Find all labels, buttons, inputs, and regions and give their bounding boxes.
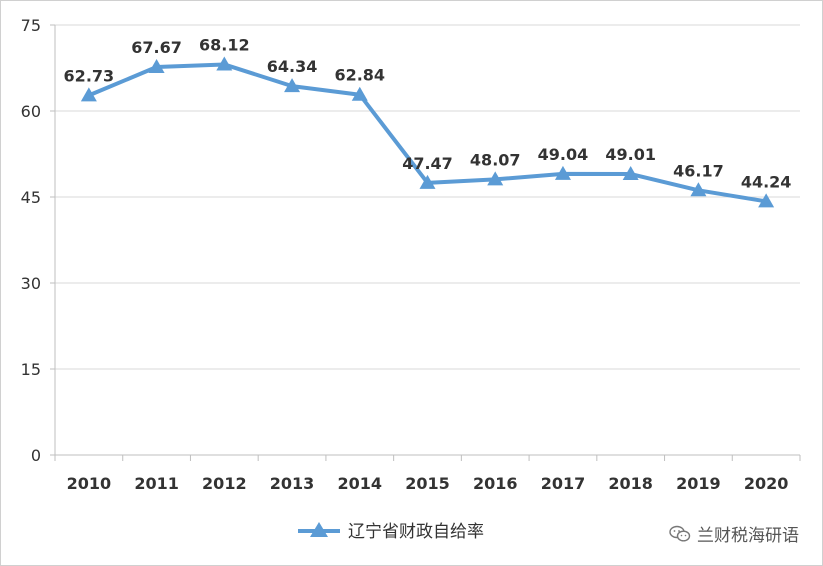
y-tick-label: 15: [21, 360, 41, 379]
legend-label: 辽宁省财政自给率: [348, 522, 484, 542]
x-tick-label: 2013: [270, 474, 315, 493]
legend-marker-icon: [310, 522, 328, 537]
data-point-marker: [80, 87, 97, 102]
axes: 0 15 30 45 60 75 2010 2011 2012 2013 2014 2015 2016 2…: [21, 16, 801, 493]
wechat-icon: [669, 525, 691, 542]
y-tick-label: 30: [21, 274, 41, 293]
y-tick-label: 75: [21, 16, 41, 35]
x-tick-label: 2018: [608, 474, 653, 493]
x-tick-label: 2014: [338, 474, 383, 493]
data-label: 62.73: [64, 66, 115, 85]
x-tick-label: 2012: [202, 474, 247, 493]
data-point-marker: [554, 165, 571, 180]
data-point-marker: [419, 174, 436, 189]
watermark: 兰财税海研语: [669, 521, 799, 546]
data-point-marker: [622, 166, 639, 181]
data-point-marker: [148, 59, 165, 74]
x-tick-label: 2017: [541, 474, 586, 493]
x-tick-label: 2019: [676, 474, 721, 493]
x-tick-label: 2016: [473, 474, 518, 493]
x-tick-label: 2011: [134, 474, 179, 493]
data-point-marker: [216, 56, 233, 71]
data-label: 48.07: [470, 150, 521, 169]
legend: 辽宁省财政自给率: [298, 522, 484, 542]
data-label: 68.12: [199, 35, 250, 54]
gridlines: [55, 24, 800, 370]
x-tick-label: 2020: [744, 474, 789, 493]
data-point-marker: [284, 78, 301, 93]
data-point-marker: [690, 182, 707, 197]
data-label: 49.04: [538, 145, 589, 164]
y-tick-label: 60: [21, 102, 41, 121]
data-point-marker: [351, 86, 368, 101]
watermark-text: 兰财税海研语: [697, 526, 799, 546]
y-tick-label: 0: [31, 446, 41, 465]
data-point-marker: [758, 193, 775, 208]
x-tick-label: 2015: [405, 474, 450, 493]
data-label: 49.01: [605, 145, 656, 164]
data-label: 46.17: [673, 161, 724, 180]
y-tick-label: 45: [21, 188, 41, 207]
data-label: 47.47: [402, 154, 453, 173]
data-label: 62.84: [334, 66, 385, 85]
data-label: 64.34: [267, 57, 318, 76]
x-tick-label: 2010: [67, 474, 112, 493]
data-label: 67.67: [131, 38, 182, 57]
data-label: 44.24: [741, 172, 792, 191]
data-point-marker: [487, 171, 504, 186]
data-labels: 62.73 67.67 68.12 64.34 62.84 47.47 48.07 49.04…: [64, 35, 792, 191]
series-layer: [80, 56, 775, 208]
